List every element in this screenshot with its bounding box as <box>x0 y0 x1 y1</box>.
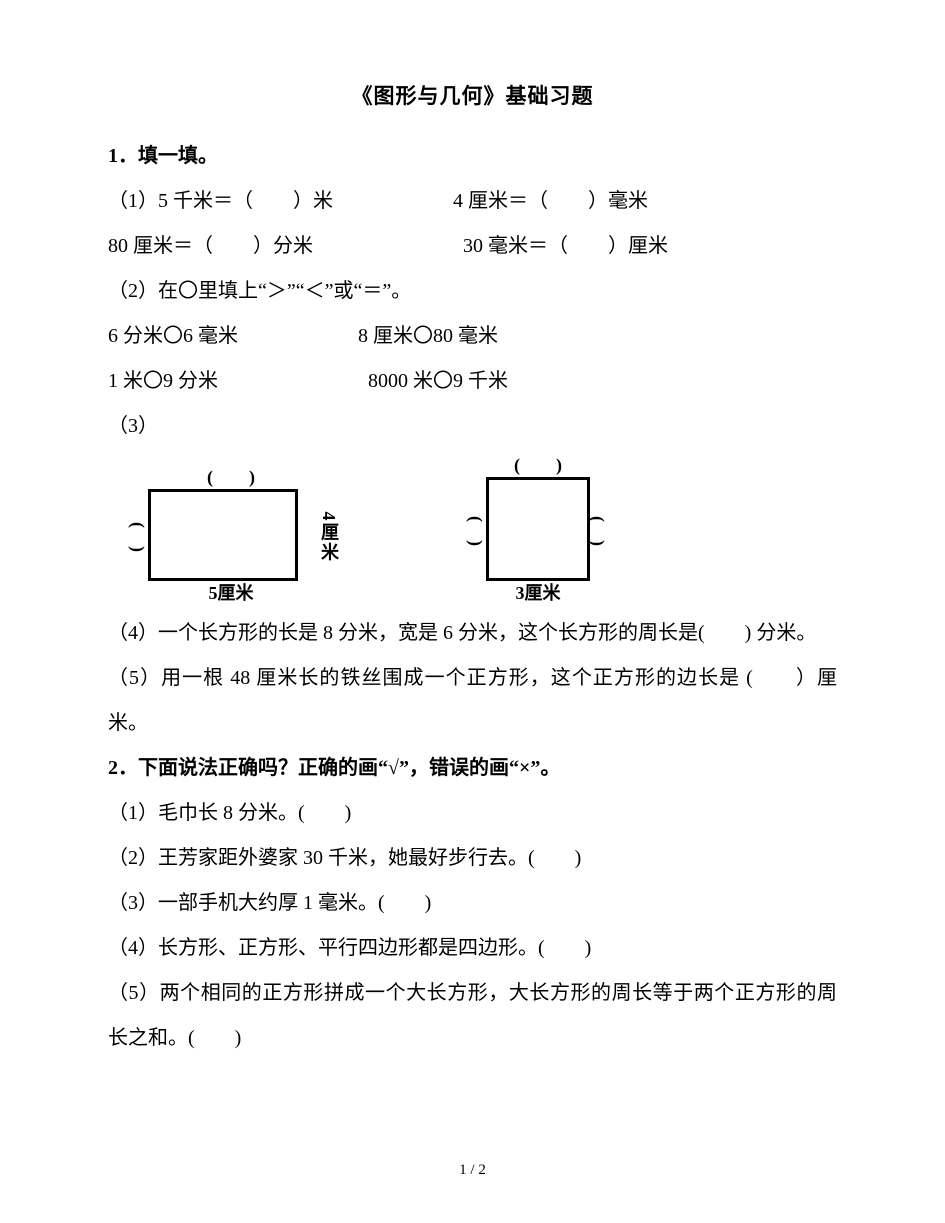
q1-1b: 4 厘米＝（ ）毫米 <box>453 190 648 212</box>
sq-bottom-label: 3厘米 <box>516 579 561 605</box>
sq-top-paren: ( ) <box>514 451 562 477</box>
rect-shape <box>148 489 298 581</box>
q1-2-row2: 1 米〇9 分米 8000 米〇9 千米 <box>108 359 837 404</box>
q1-1-row2: 80 厘米＝（ ）分米 30 毫米＝（ ）厘米 <box>108 224 837 269</box>
sq-right-paren: ( ) <box>586 516 612 546</box>
rect-right-label: 4厘米 <box>316 512 342 563</box>
q2-3: （3）一部手机大约厚 1 毫米。( ) <box>108 881 837 926</box>
page-content: 《图形与几何》基础习题 1．填一填。 （1）5 千米＝（ ）米 4 厘米＝（ ）毫… <box>0 0 945 1061</box>
q2-heading: 2．下面说法正确吗？正确的画“√”，错误的画“×”。 <box>108 746 837 791</box>
rect-left-paren: ( ) <box>126 522 152 552</box>
q1-1d: 30 毫米＝（ ）厘米 <box>463 235 668 257</box>
q1-2-row1: 6 分米〇6 毫米 8 厘米〇80 毫米 <box>108 314 837 359</box>
rect-bottom-label: 5厘米 <box>209 579 254 605</box>
q1-2b: 8 厘米〇80 毫米 <box>358 325 498 347</box>
page-number: 1 / 2 <box>459 1162 486 1179</box>
q1-2a: 6 分米〇6 毫米 <box>108 325 238 347</box>
document-title: 《图形与几何》基础习题 <box>108 80 837 110</box>
q1-1-row1: （1）5 千米＝（ ）米 4 厘米＝（ ）毫米 <box>108 179 837 224</box>
q2-5: （5）两个相同的正方形拼成一个大长方形，大长方形的周长等于两个正方形的周长之和。… <box>108 971 837 1061</box>
figures-row: ( ) ( ) 4厘米 5厘米 ( ) ( ) ( ) 3厘米 <box>122 455 837 607</box>
q1-2c: 1 米〇9 分米 <box>108 370 218 392</box>
q1-2d: 8000 米〇9 千米 <box>368 370 508 392</box>
q1-2: （2）在〇里填上“＞”“＜”或“＝”。 <box>108 269 837 314</box>
rect-top-paren: ( ) <box>207 463 255 489</box>
q1-5: （5）用一根 48 厘米长的铁丝围成一个正方形，这个正方形的边长是 ( ）厘米。 <box>108 656 837 746</box>
q1-heading: 1．填一填。 <box>108 134 837 179</box>
sq-left-paren: ( ) <box>464 516 490 546</box>
q2-2: （2）王芳家距外婆家 30 千米，她最好步行去。( ) <box>108 836 837 881</box>
q2-1: （1）毛巾长 8 分米。( ) <box>108 791 837 836</box>
figure-rectangle: ( ) ( ) 4厘米 5厘米 <box>122 467 340 607</box>
square-shape <box>486 477 590 581</box>
figure-square: ( ) ( ) ( ) 3厘米 <box>460 455 616 607</box>
q1-1c: 80 厘米＝（ ）分米 <box>108 235 313 257</box>
q1-4: （4）一个长方形的长是 8 分米，宽是 6 分米，这个长方形的周长是( ) 分米… <box>108 611 837 656</box>
q2-4: （4）长方形、正方形、平行四边形都是四边形。( ) <box>108 926 837 971</box>
q1-3: （3） <box>108 404 837 449</box>
q1-1a: （1）5 千米＝（ ）米 <box>108 190 333 212</box>
